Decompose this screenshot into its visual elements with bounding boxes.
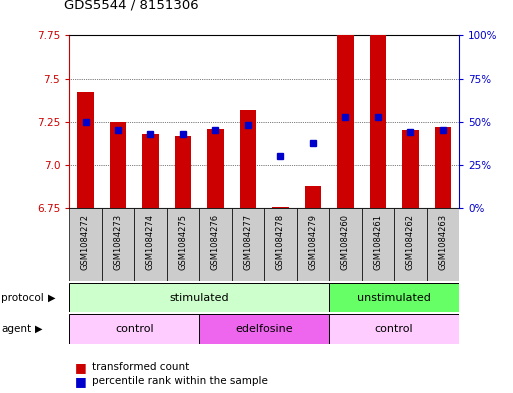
Bar <box>370 34 386 208</box>
Bar <box>305 186 321 208</box>
Bar <box>329 314 459 344</box>
Bar <box>69 314 199 344</box>
Text: agent: agent <box>1 324 31 334</box>
Bar <box>329 208 362 281</box>
Bar <box>232 208 264 281</box>
Text: GSM1084278: GSM1084278 <box>276 214 285 270</box>
Text: control: control <box>115 324 153 334</box>
Bar <box>240 110 256 208</box>
Bar <box>435 127 451 208</box>
Text: percentile rank within the sample: percentile rank within the sample <box>92 376 268 386</box>
Text: GDS5544 / 8151306: GDS5544 / 8151306 <box>64 0 199 12</box>
Text: GSM1084279: GSM1084279 <box>308 214 318 270</box>
Text: ■: ■ <box>74 361 86 374</box>
Text: edelfosine: edelfosine <box>235 324 293 334</box>
Bar <box>199 314 329 344</box>
Bar <box>394 208 427 281</box>
Bar <box>175 136 191 208</box>
Text: protocol: protocol <box>1 293 44 303</box>
Text: GSM1084261: GSM1084261 <box>373 214 382 270</box>
Bar <box>69 208 102 281</box>
Bar <box>297 208 329 281</box>
Bar <box>207 129 224 208</box>
Bar <box>264 208 297 281</box>
Bar <box>102 208 134 281</box>
Bar <box>337 30 353 208</box>
Bar <box>362 208 394 281</box>
Text: ▶: ▶ <box>35 324 43 334</box>
Text: control: control <box>375 324 413 334</box>
Text: transformed count: transformed count <box>92 362 190 373</box>
Bar <box>142 134 159 208</box>
Bar <box>69 283 329 312</box>
Bar <box>199 208 232 281</box>
Bar <box>167 208 199 281</box>
Bar <box>134 208 167 281</box>
Text: unstimulated: unstimulated <box>357 293 431 303</box>
Bar <box>329 283 459 312</box>
Bar <box>427 208 459 281</box>
Text: GSM1084263: GSM1084263 <box>439 214 447 270</box>
Text: ■: ■ <box>74 375 86 388</box>
Text: ▶: ▶ <box>48 293 55 303</box>
Text: stimulated: stimulated <box>169 293 229 303</box>
Bar <box>110 122 126 208</box>
Bar <box>402 130 419 208</box>
Text: GSM1084260: GSM1084260 <box>341 214 350 270</box>
Text: GSM1084276: GSM1084276 <box>211 214 220 270</box>
Text: GSM1084275: GSM1084275 <box>179 214 187 270</box>
Text: GSM1084262: GSM1084262 <box>406 214 415 270</box>
Text: GSM1084277: GSM1084277 <box>244 214 252 270</box>
Text: GSM1084274: GSM1084274 <box>146 214 155 270</box>
Text: GSM1084272: GSM1084272 <box>81 214 90 270</box>
Text: GSM1084273: GSM1084273 <box>113 214 123 270</box>
Bar <box>272 207 288 208</box>
Bar <box>77 92 93 208</box>
